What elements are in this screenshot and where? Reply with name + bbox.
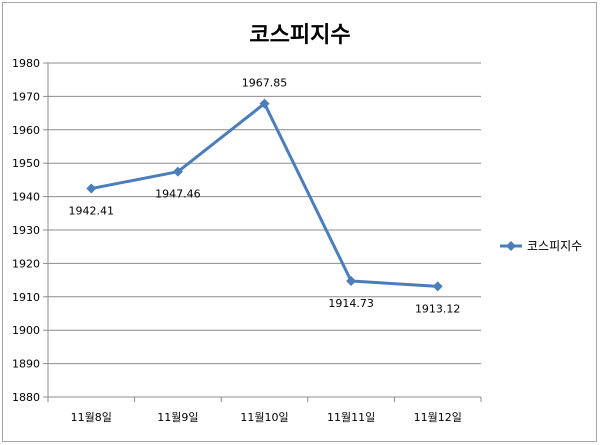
y-tick-label: 1930 <box>12 224 40 237</box>
data-point-marker <box>432 281 443 292</box>
data-label: 1967.85 <box>242 77 288 90</box>
x-tick-label: 11월9일 <box>157 410 198 424</box>
y-tick-labels: 1880 1890 1900 1910 1920 1930 1940 1950 1960 1970… <box>12 57 40 404</box>
y-tick-label: 1920 <box>12 257 40 270</box>
data-labels: 1942.41 1947.46 1967.85 1914.73 1913.12 <box>69 77 461 316</box>
x-tick-label: 11월11일 <box>327 410 375 424</box>
y-tick-label: 1940 <box>12 191 40 204</box>
data-label: 1942.41 <box>69 205 115 218</box>
data-label: 1914.73 <box>328 297 374 310</box>
data-label: 1913.12 <box>415 302 461 315</box>
y-tick-label: 1890 <box>12 358 40 371</box>
data-point-marker <box>172 166 183 177</box>
y-tick-label: 1910 <box>12 291 40 304</box>
x-tick-label: 11월12일 <box>414 410 462 424</box>
data-point-marker <box>346 276 357 287</box>
series-line <box>91 102 438 288</box>
legend-entry-label: 코스피지수 <box>527 239 582 253</box>
chart-title: 코스피지수 <box>249 23 350 48</box>
x-tick-label: 11월8일 <box>71 410 112 424</box>
data-point-marker <box>86 183 97 194</box>
y-tick-label: 1980 <box>12 57 40 70</box>
y-tick-label: 1970 <box>12 90 40 103</box>
x-tick-label: 11월10일 <box>240 410 288 424</box>
y-tick-label: 1950 <box>12 157 40 170</box>
y-tick-label: 1880 <box>12 391 40 404</box>
series-markers <box>86 98 443 292</box>
series-lines <box>91 102 438 288</box>
gridlines <box>48 62 481 365</box>
y-tick-label: 1960 <box>12 124 40 137</box>
legend: 코스피지수 <box>500 239 582 253</box>
y-tick-label: 1900 <box>12 324 40 337</box>
data-point-marker <box>259 98 270 109</box>
data-label: 1947.46 <box>155 188 201 201</box>
axes <box>43 62 482 402</box>
legend-marker-sample <box>506 241 516 251</box>
x-tick-labels: 11월8일 11월9일 11월10일 11월11일 11월12일 <box>71 410 462 424</box>
